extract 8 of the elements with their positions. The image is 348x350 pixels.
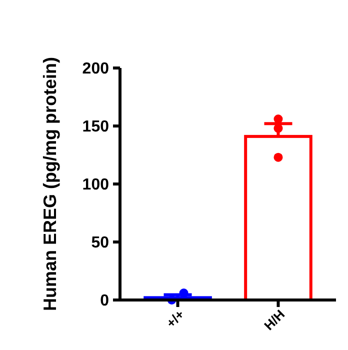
x-tick-label: +/+	[163, 306, 188, 331]
y-axis-title: Human EREG (pg/mg protein)	[40, 57, 60, 311]
y-tick-label: 50	[91, 234, 110, 252]
y-tick-label: 100	[82, 176, 110, 194]
y-tick-label: 150	[82, 118, 110, 136]
y-tick-label: 0	[100, 292, 110, 310]
y-tick-label: 200	[82, 60, 110, 78]
x-tick-label: H/H	[261, 306, 288, 334]
